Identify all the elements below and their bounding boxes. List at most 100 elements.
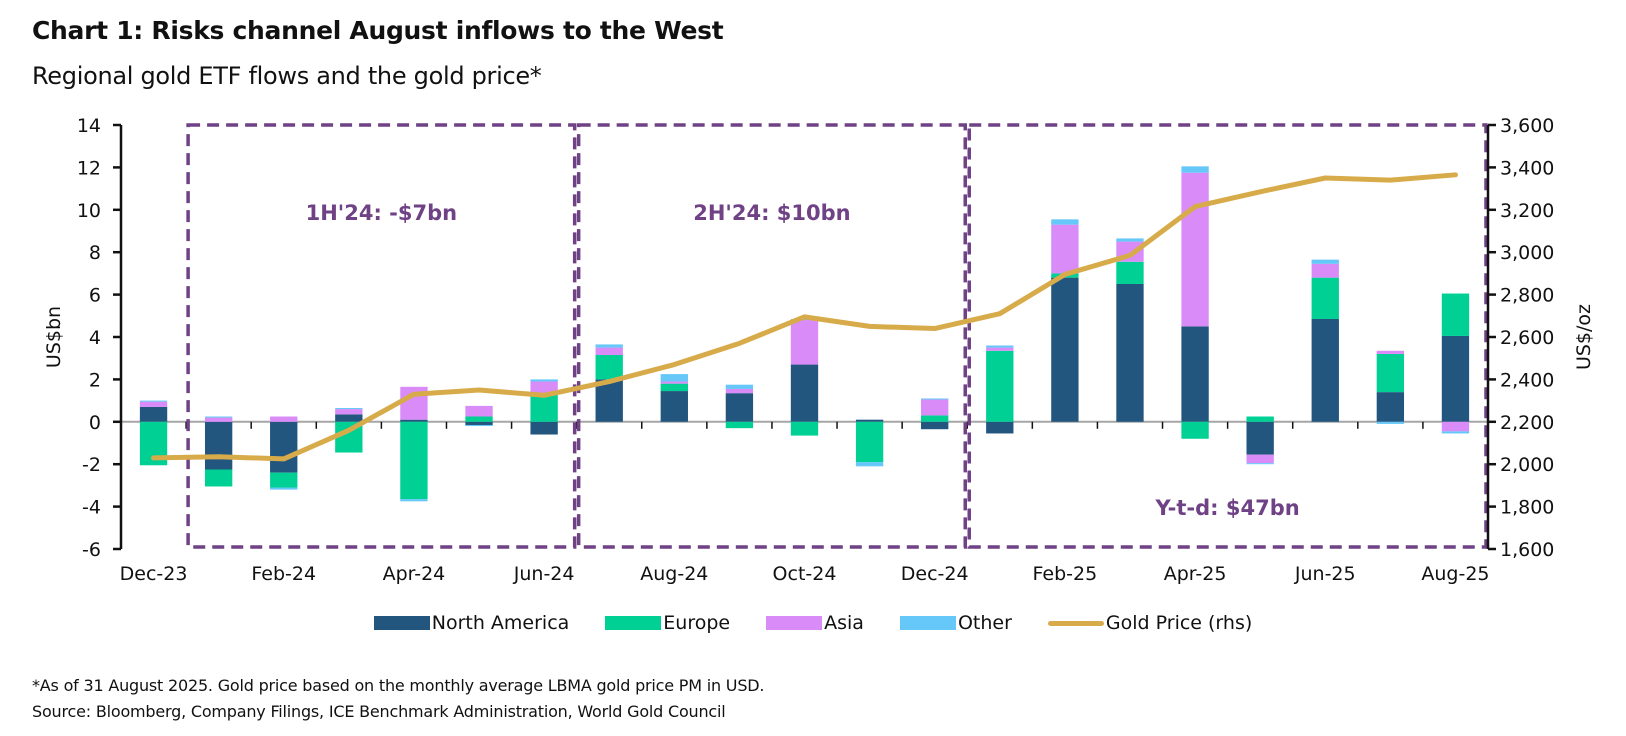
x-tick-label: Feb-24	[251, 563, 316, 585]
legend-label-gold-price: Gold Price (rhs)	[1105, 612, 1253, 634]
bar-other-apr-24	[400, 499, 428, 502]
y-tick-label: 6	[89, 285, 101, 307]
y-tick-label: 8	[89, 242, 101, 264]
y2-tick-label: 2,600	[1500, 327, 1554, 349]
legend-swatch-other	[899, 616, 956, 630]
bar-other-may-24	[465, 424, 493, 427]
y-tick-label: -2	[82, 454, 101, 476]
y-tick-label: 10	[77, 200, 101, 222]
y-tick-label: 0	[89, 412, 101, 434]
bar-other-feb-25	[1051, 219, 1079, 225]
bar-asia-may-25	[1246, 454, 1274, 464]
bar-north-america-oct-24	[790, 364, 819, 422]
legend-swatch-north-america	[373, 616, 430, 630]
legend-label-asia: Asia	[824, 612, 864, 634]
legend-item-north-america: North America	[373, 612, 570, 634]
legend-item-other: Other	[899, 612, 1012, 634]
bar-other-aug-25	[1441, 431, 1470, 434]
chart-subtitle: Regional gold ETF flows and the gold pri…	[32, 62, 542, 90]
gold-price-line	[151, 172, 1458, 462]
bar-asia-feb-25	[1051, 224, 1079, 274]
bar-other-jan-24	[204, 416, 233, 418]
y2-tick-label: 3,000	[1500, 242, 1554, 264]
bar-asia-mar-24	[335, 409, 363, 415]
bar-europe-mar-25	[1116, 261, 1144, 284]
bar-europe-apr-25	[1181, 421, 1209, 439]
x-tick-label: Apr-24	[383, 563, 446, 585]
y2-tick-label: 3,200	[1500, 200, 1554, 222]
bar-north-america-may-25	[1246, 421, 1274, 455]
y2-tick-label: 2,400	[1500, 369, 1554, 391]
chart-svg: 1H'24: -$7bn 2H'24: $10bn Y-t-d: $47bn -6 -4…	[43, 115, 1595, 585]
bar-other-mar-25	[1116, 238, 1144, 242]
bar-north-america-dec-24	[921, 421, 949, 430]
bar-asia-oct-24	[790, 320, 819, 365]
footnote: *As of 31 August 2025. Gold price based …	[32, 676, 765, 695]
y-tick-label: -4	[82, 497, 101, 519]
bar-other-mar-24	[335, 408, 363, 410]
bar-asia-dec-23	[139, 401, 168, 407]
legend-item-europe: Europe	[605, 612, 730, 634]
bar-asia-jan-24	[204, 417, 233, 422]
bar-other-sep-24	[725, 384, 754, 389]
legend-swatch-gold-price	[1047, 620, 1104, 626]
bar-europe-apr-24	[400, 421, 428, 500]
bar-europe-may-24	[465, 416, 493, 422]
bar-asia-dec-24	[921, 399, 949, 416]
bar-europe-aug-25	[1441, 293, 1470, 336]
bar-europe-oct-24	[790, 421, 819, 436]
bar-other-feb-24	[270, 487, 298, 490]
x-tick-label: Aug-25	[1421, 563, 1489, 585]
bar-north-america-may-24	[465, 421, 493, 425]
bar-asia-apr-25	[1181, 172, 1209, 327]
bar-asia-aug-24	[660, 381, 688, 384]
y-tick-label: 12	[77, 157, 101, 179]
legend-label-north-america: North America	[431, 612, 570, 634]
bar-europe-sep-24	[725, 421, 754, 429]
bar-other-jul-25	[1376, 421, 1405, 424]
bar-north-america-feb-25	[1051, 277, 1079, 422]
bar-europe-jan-25	[986, 350, 1014, 422]
y2-tick-label: 1,800	[1500, 497, 1554, 519]
bar-asia-sep-24	[725, 388, 754, 394]
x-tick-label: Dec-23	[120, 563, 188, 585]
y2-axis-label: US$/oz	[1573, 304, 1595, 370]
bar-north-america-apr-25	[1181, 326, 1209, 422]
legend-label-europe: Europe	[663, 612, 731, 634]
bar-europe-dec-24	[921, 415, 949, 422]
bar-north-america-sep-24	[725, 393, 754, 422]
annotation-box-3	[967, 123, 1488, 549]
bar-north-america-jul-25	[1376, 392, 1405, 422]
bar-other-dec-23	[139, 400, 168, 402]
bar-other-may-25	[1246, 463, 1274, 465]
bar-asia-jul-24	[595, 347, 623, 356]
y-tick-label: 4	[89, 327, 101, 349]
y-tick-label: 2	[89, 369, 101, 391]
legend-label-other: Other	[957, 612, 1012, 634]
bar-europe-may-25	[1246, 416, 1274, 422]
annotation-label-3: Y-t-d: $47bn	[1155, 496, 1300, 520]
source-note: Source: Bloomberg, Company Filings, ICE …	[32, 702, 726, 721]
x-tick-label: Jun-24	[513, 563, 575, 585]
annotation-box-1	[186, 123, 577, 549]
bar-north-america-nov-24	[855, 419, 884, 422]
bar-europe-jun-25	[1311, 277, 1339, 319]
bar-europe-jan-24	[204, 469, 233, 487]
bar-europe-jul-25	[1376, 353, 1405, 393]
bar-other-aug-24	[660, 374, 688, 382]
bar-north-america-jan-24	[204, 421, 233, 470]
x-tick-label: Dec-24	[901, 563, 969, 585]
bar-north-america-jun-24	[530, 421, 558, 435]
bar-north-america-jun-25	[1311, 318, 1339, 422]
bar-north-america-feb-24	[270, 421, 298, 473]
x-tick-label: Aug-24	[640, 563, 708, 585]
bar-europe-jul-24	[595, 355, 623, 380]
chart-legend: North America Europe Asia Other Gold Pri…	[0, 612, 1626, 634]
legend-swatch-europe	[605, 616, 662, 630]
bar-asia-aug-25	[1441, 421, 1470, 432]
annotation-box-2	[576, 123, 967, 549]
bar-north-america-jan-25	[986, 421, 1014, 434]
y-tick-label: 14	[77, 115, 101, 137]
y2-tick-label: 3,600	[1500, 115, 1554, 137]
x-tick-label: Jun-25	[1294, 563, 1356, 585]
